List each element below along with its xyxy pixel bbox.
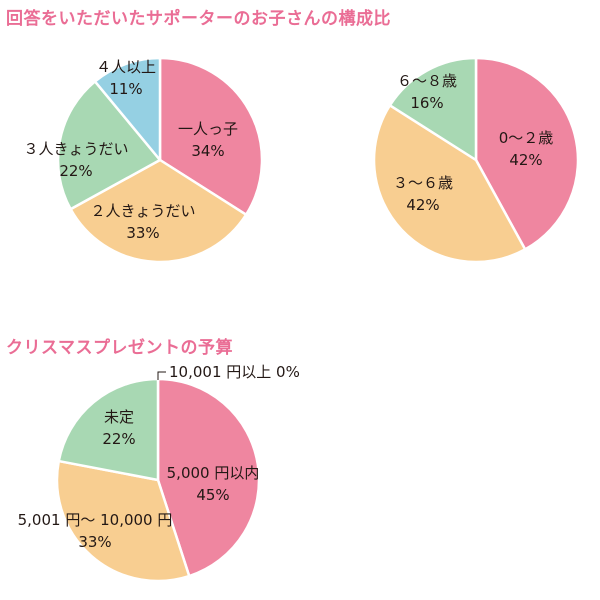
5001-10000-label: 5,001 円～ 10,000 円 xyxy=(18,511,173,529)
undecided-label: 未定 xyxy=(104,408,134,426)
four-or-more-percent: 11% xyxy=(109,80,142,98)
age-0-2-slice xyxy=(474,56,580,251)
age-0-2-label: 0～２歳 xyxy=(499,129,554,147)
undecided-percent: 22% xyxy=(102,430,135,448)
age-3-6-label: ３～６歳 xyxy=(393,174,453,192)
age-6-8-slice xyxy=(388,56,478,162)
undecided-slice xyxy=(57,377,160,482)
supporters-children-heading: 回答をいただいたサポーターのお子さんの構成比 xyxy=(6,9,391,29)
under-5000-slice xyxy=(156,377,261,578)
two-siblings-label: ２人きょうだい xyxy=(90,202,195,220)
three-siblings-percent: 22% xyxy=(59,162,92,180)
two-siblings-percent: 33% xyxy=(126,224,159,242)
four-or-more-slice xyxy=(93,56,162,162)
over-10001-leader-line xyxy=(157,371,166,380)
age-3-6-slice xyxy=(372,104,527,264)
four-or-more-label: ４人以上 xyxy=(96,58,156,76)
three-siblings-slice xyxy=(56,80,162,211)
only-child-percent: 34% xyxy=(191,142,224,160)
age-6-8-label: ６～８歳 xyxy=(397,72,457,90)
christmas-budget-heading: クリスマスプレゼントの予算 xyxy=(6,338,233,358)
three-siblings-label: ３人きょうだい xyxy=(23,140,128,158)
age-3-6-percent: 42% xyxy=(406,196,439,214)
under-5000-label: 5,000 円以内 xyxy=(167,464,260,482)
age-0-2-percent: 42% xyxy=(509,151,542,169)
over-10001-label: 10,001 円以上 0% xyxy=(169,363,300,381)
5001-10000-percent: 33% xyxy=(78,533,111,551)
5001-10000-slice xyxy=(55,459,191,583)
only-child-label: 一人っ子 xyxy=(178,120,238,138)
under-5000-percent: 45% xyxy=(196,486,229,504)
age-6-8-percent: 16% xyxy=(410,94,443,112)
